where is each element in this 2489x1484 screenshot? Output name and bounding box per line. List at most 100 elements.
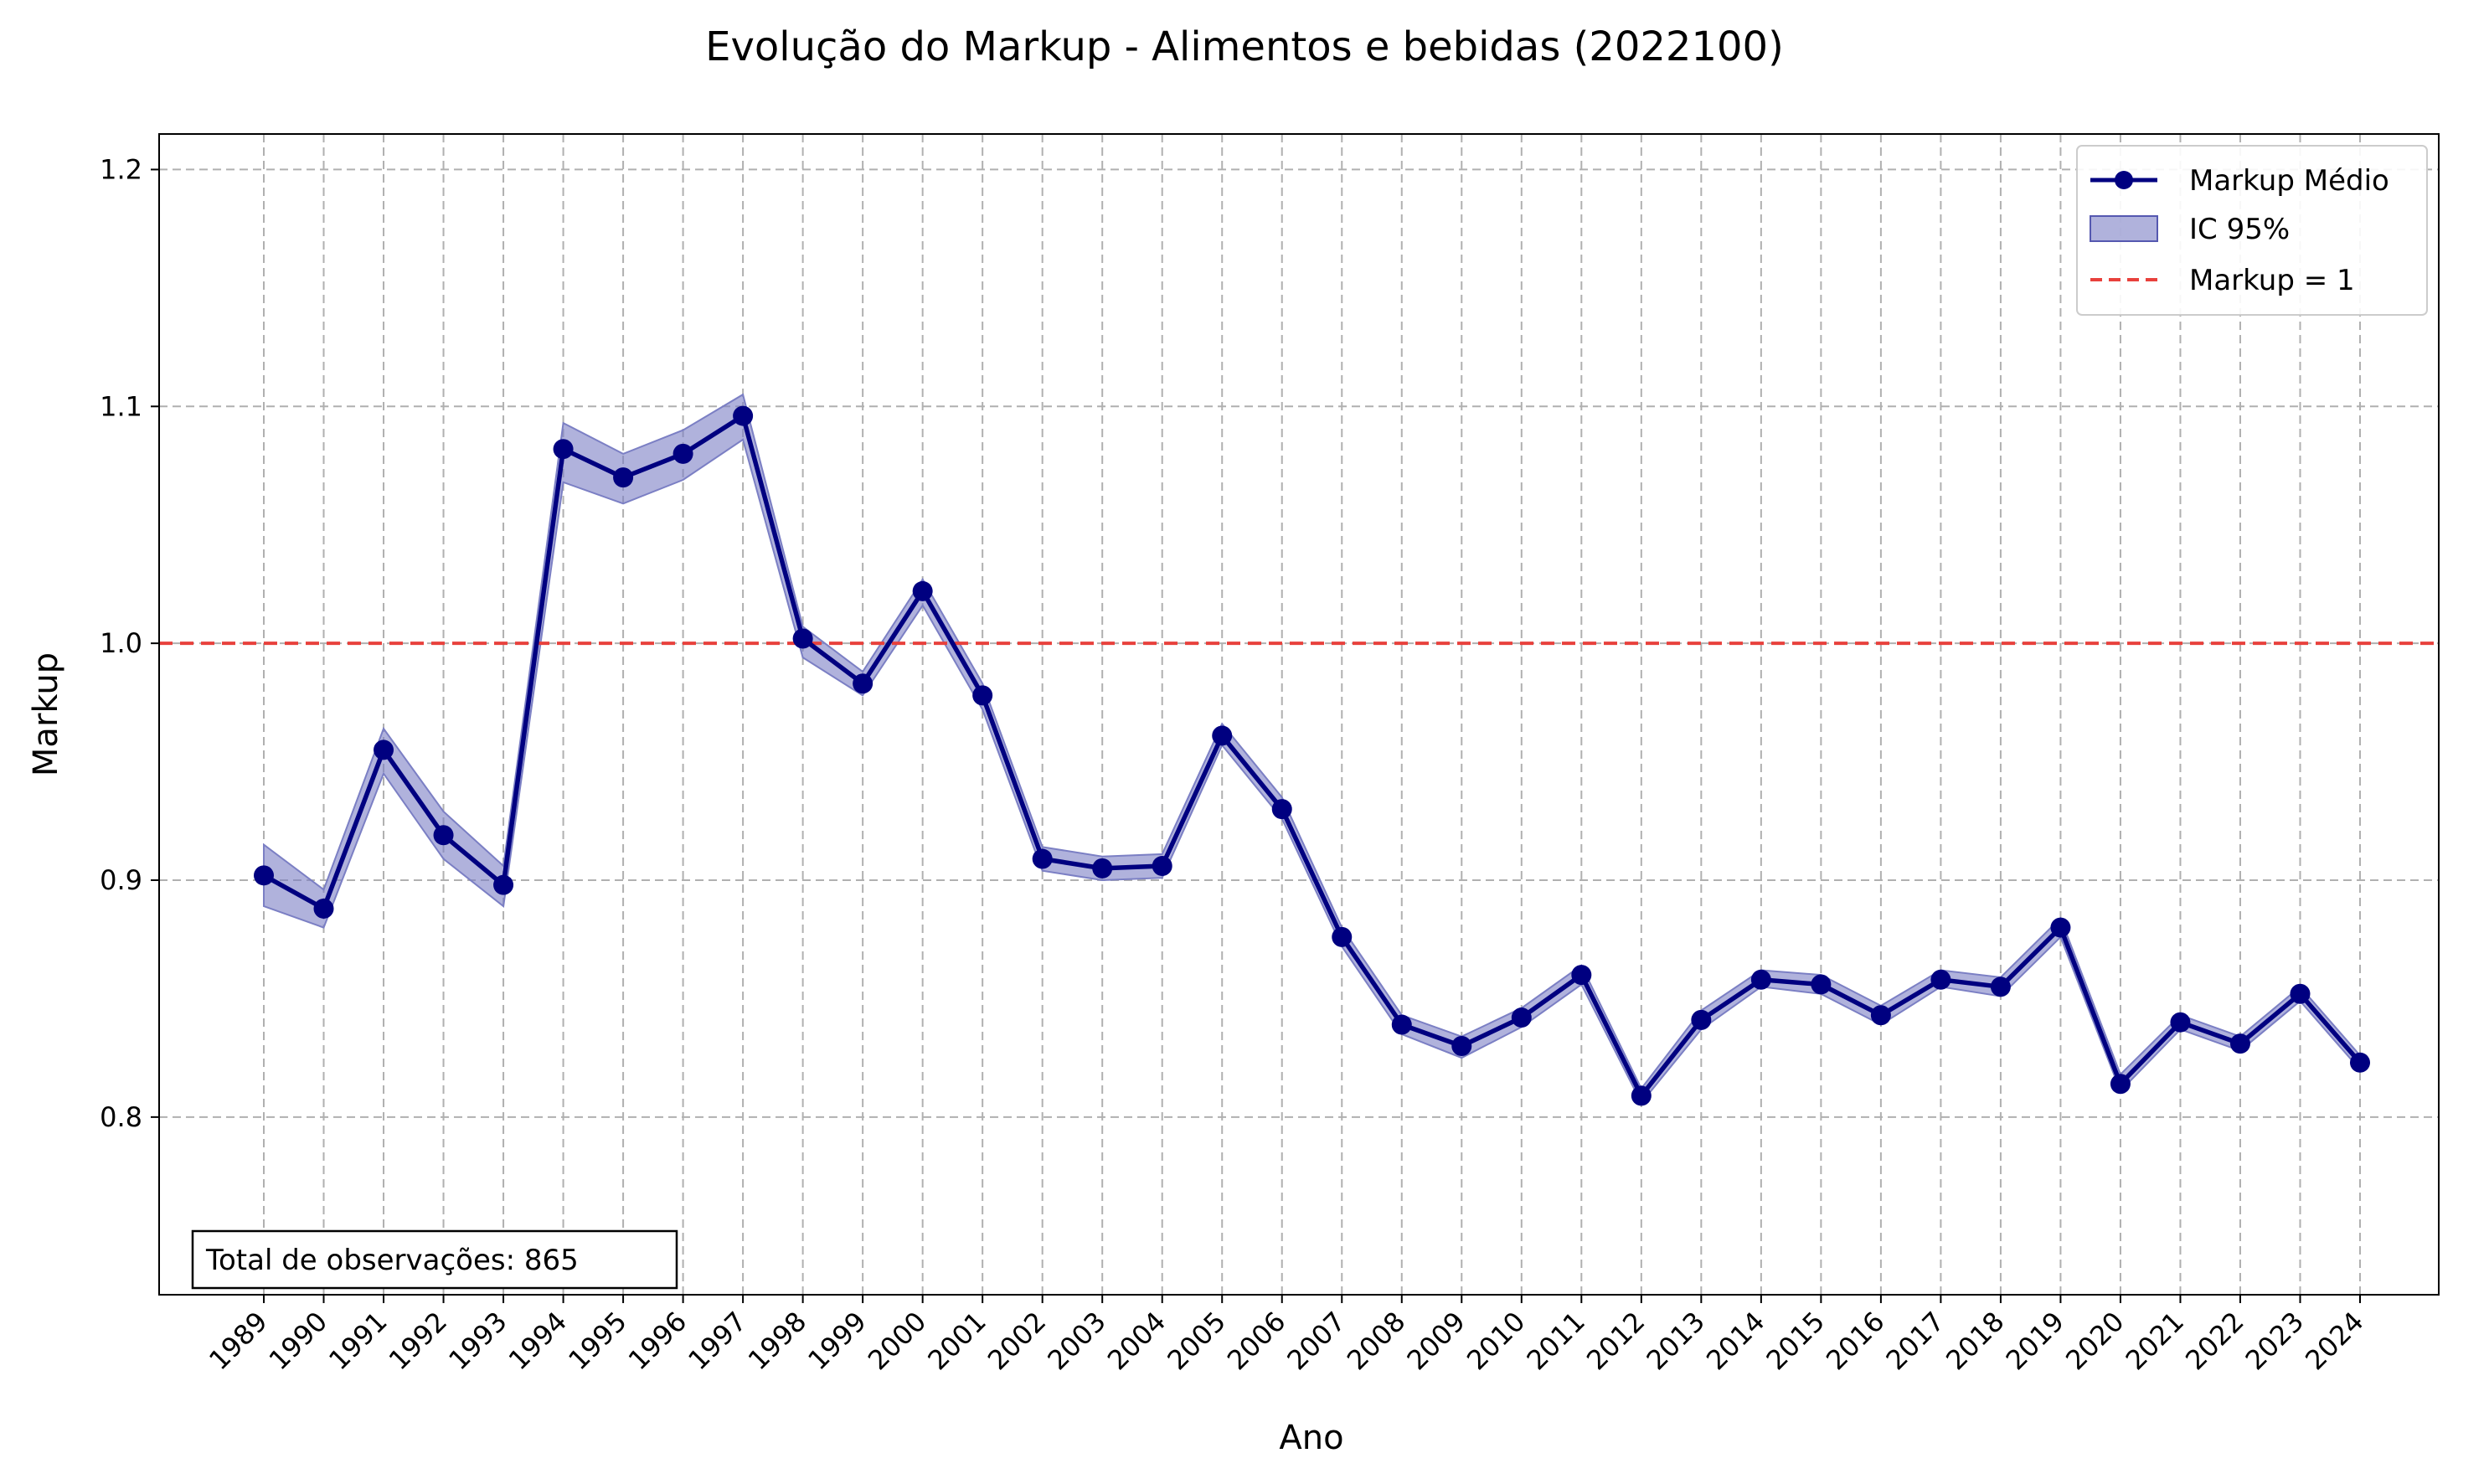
x-tick-label: 2021 — [2120, 1306, 2190, 1376]
y-axis-label: Markup — [27, 652, 65, 776]
x-tick-label: 2001 — [921, 1306, 992, 1376]
legend-label-ic95: IC 95% — [2189, 213, 2290, 246]
data-point-1995 — [613, 467, 634, 488]
x-tick-label: 1998 — [742, 1306, 812, 1376]
x-tick-label: 2024 — [2299, 1306, 2369, 1376]
x-tick-label: 2000 — [862, 1306, 932, 1376]
legend-dot-marker — [2115, 171, 2133, 189]
x-tick-label: 2012 — [1580, 1306, 1651, 1376]
legend: Markup Médio IC 95% Markup = 1 — [2076, 145, 2428, 316]
x-tick-label: 2009 — [1400, 1306, 1471, 1376]
data-point-2006 — [1271, 799, 1292, 820]
x-tick-label: 2017 — [1880, 1306, 1950, 1376]
data-point-2001 — [972, 685, 993, 706]
x-tick-label: 2016 — [1820, 1306, 1890, 1376]
x-tick-label: 2018 — [1940, 1306, 2010, 1376]
x-tick-label: 2003 — [1041, 1306, 1111, 1376]
data-point-1991 — [374, 739, 394, 760]
series-layer — [254, 405, 2370, 1106]
x-axis-label: Ano — [1279, 1419, 1343, 1457]
data-point-2000 — [912, 580, 933, 601]
legend-item-ic95: IC 95% — [2090, 213, 2290, 246]
data-point-2003 — [1092, 858, 1113, 879]
confidence-band-layer — [263, 393, 2361, 1105]
data-point-2021 — [2170, 1012, 2191, 1033]
x-tick-label: 1997 — [682, 1306, 752, 1376]
x-tick-label: 1996 — [622, 1306, 693, 1376]
x-tick-label: 2004 — [1101, 1306, 1172, 1376]
legend-item-markup-medio: Markup Médio — [2090, 164, 2389, 198]
data-point-1999 — [853, 673, 873, 694]
y-tick-label: 0.8 — [100, 1101, 142, 1133]
data-point-1992 — [433, 825, 454, 846]
x-tick-label: 2022 — [2179, 1306, 2249, 1376]
y-axis-ticks: 0.8 0.9 1.0 1.1 1.2 — [100, 153, 159, 1133]
chart-title: Evolução do Markup - Alimentos e bebidas… — [705, 23, 1784, 70]
data-point-2009 — [1451, 1036, 1472, 1056]
observations-annotation: Total de observações: 865 — [191, 1229, 678, 1290]
x-tick-label: 2013 — [1641, 1306, 1711, 1376]
data-point-1990 — [313, 898, 334, 919]
data-point-2024 — [2350, 1052, 2370, 1073]
data-point-2008 — [1391, 1014, 1412, 1035]
x-tick-label: 1990 — [263, 1306, 333, 1376]
x-tick-label: 1999 — [801, 1306, 872, 1376]
x-tick-label: 2019 — [2000, 1306, 2070, 1376]
y-tick-label: 1.2 — [100, 153, 142, 185]
data-point-2020 — [2110, 1074, 2131, 1095]
data-point-2014 — [1750, 969, 1771, 990]
data-point-1997 — [733, 405, 754, 426]
data-point-1996 — [672, 443, 693, 464]
x-tick-label: 2014 — [1700, 1306, 1770, 1376]
data-point-2023 — [2290, 983, 2311, 1004]
x-tick-label: 2020 — [2059, 1306, 2130, 1376]
data-point-2004 — [1152, 856, 1172, 877]
x-tick-label: 2007 — [1281, 1306, 1351, 1376]
legend-frame — [2076, 145, 2428, 316]
series-line-markup-medio — [262, 413, 2363, 1099]
y-tick-label: 0.9 — [100, 864, 142, 896]
plot-area-frame — [158, 133, 2440, 1296]
x-tick-label: 1992 — [383, 1306, 453, 1376]
legend-item-reference: Markup = 1 — [2090, 264, 2355, 297]
data-point-2017 — [1930, 969, 1951, 990]
x-tick-label: 1994 — [502, 1306, 573, 1376]
confidence-band-ic95 — [263, 393, 2361, 1105]
data-point-1994 — [553, 439, 574, 460]
x-tick-label: 2011 — [1521, 1306, 1591, 1376]
legend-label-markup-medio: Markup Médio — [2189, 164, 2389, 198]
annotation-frame — [191, 1229, 678, 1290]
y-tick-label: 1.0 — [100, 627, 142, 659]
data-point-2002 — [1032, 848, 1053, 869]
x-tick-label: 2008 — [1341, 1306, 1411, 1376]
data-point-2012 — [1631, 1085, 1652, 1106]
x-tick-label: 1989 — [203, 1306, 273, 1376]
annotation-text: Total de observações: 865 — [205, 1244, 579, 1277]
grid-lines — [159, 134, 2439, 1295]
data-point-2011 — [1571, 965, 1592, 986]
legend-band-swatch — [2090, 215, 2158, 242]
data-point-2013 — [1691, 1009, 1712, 1030]
data-point-1993 — [493, 874, 514, 895]
x-tick-label: 2023 — [2239, 1306, 2310, 1376]
x-tick-label: 1991 — [322, 1306, 393, 1376]
data-point-2007 — [1332, 926, 1353, 947]
x-tick-label: 2006 — [1221, 1306, 1291, 1376]
x-tick-label: 2002 — [982, 1306, 1052, 1376]
data-point-2010 — [1511, 1007, 1532, 1028]
y-tick-label: 1.1 — [100, 390, 142, 422]
data-point-1998 — [792, 628, 813, 649]
data-point-1989 — [254, 865, 274, 886]
x-tick-label: 1995 — [562, 1306, 632, 1376]
data-point-2022 — [2229, 1033, 2250, 1054]
data-point-2005 — [1212, 725, 1233, 746]
data-point-2016 — [1870, 1005, 1891, 1026]
legend-label-reference: Markup = 1 — [2189, 264, 2355, 297]
x-tick-label: 2005 — [1161, 1306, 1231, 1376]
x-tick-label: 1993 — [442, 1306, 513, 1376]
data-point-2015 — [1811, 974, 1832, 995]
data-point-2018 — [1990, 976, 2011, 997]
x-tick-label: 2010 — [1461, 1306, 1531, 1376]
data-point-2019 — [2050, 917, 2071, 938]
